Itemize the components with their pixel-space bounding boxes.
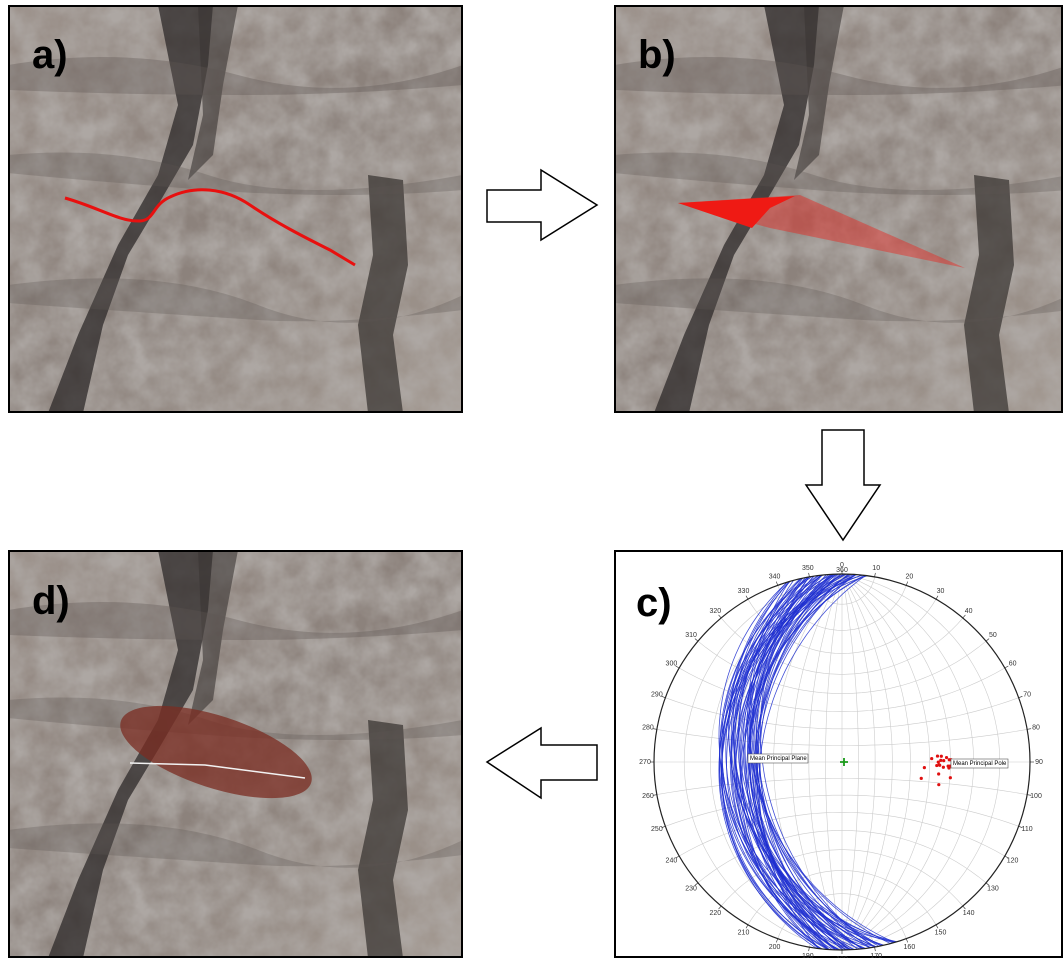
azimuth-label: 190 — [802, 953, 814, 958]
azimuth-label: 160 — [904, 944, 916, 951]
photo-b — [614, 5, 1063, 413]
azimuth-label: 70 — [1023, 691, 1031, 698]
pole-point — [930, 757, 933, 760]
pole-point — [935, 764, 938, 767]
pole-point — [945, 756, 948, 759]
panel-label: b) — [638, 33, 676, 77]
pole-point — [939, 759, 942, 762]
arrow-left — [487, 728, 597, 798]
azimuth-label: 210 — [738, 929, 750, 936]
page: a) b) d) 0102030405060708090100110120130… — [0, 0, 1063, 958]
pole-point — [938, 764, 941, 767]
azimuth-label: 290 — [651, 691, 663, 698]
azimuth-label: 130 — [987, 885, 999, 892]
azimuth-label: 90 — [1035, 759, 1043, 766]
azimuth-label: 60 — [1009, 660, 1017, 667]
azimuth-label: 150 — [935, 929, 947, 936]
azimuth-label: 250 — [651, 826, 663, 833]
azimuth-label: 140 — [963, 910, 975, 917]
azimuth-label: 20 — [905, 574, 913, 581]
azimuth-label: 260 — [642, 793, 654, 800]
azimuth-label: 310 — [685, 632, 697, 639]
azimuth-label: 350 — [802, 565, 814, 572]
azimuth-label: 40 — [965, 608, 973, 615]
azimuth-label: 330 — [738, 588, 750, 595]
azimuth-label: 240 — [666, 857, 678, 864]
azimuth-label: 30 — [937, 588, 945, 595]
azimuth-label: 10 — [872, 565, 880, 572]
pole-point — [940, 755, 943, 758]
azimuth-label: 80 — [1032, 725, 1040, 732]
pole-point — [948, 758, 951, 761]
mean-plane-label: Mean Principal Plane — [750, 756, 807, 762]
azimuth-label: 50 — [989, 632, 997, 639]
pole-point — [923, 766, 926, 769]
figure: a) b) d) 0102030405060708090100110120130… — [0, 0, 1063, 958]
pole-point — [937, 772, 940, 775]
azimuth-label: 100 — [1030, 793, 1042, 800]
north-label: 360 — [836, 567, 848, 574]
azimuth-label: 300 — [666, 660, 678, 667]
azimuth-label: 270 — [639, 759, 651, 766]
pole-point — [949, 776, 952, 779]
azimuth-label: 340 — [769, 574, 781, 581]
pole-point — [920, 777, 923, 780]
azimuth-label: 280 — [642, 725, 654, 732]
pole-point — [942, 766, 945, 769]
azimuth-label: 120 — [1007, 857, 1019, 864]
panel-frame — [615, 551, 1062, 957]
pole-point — [942, 759, 945, 762]
azimuth-label: 320 — [710, 608, 722, 615]
mean-pole-label: Mean Principal Pole — [953, 761, 1007, 767]
panel-label: a) — [32, 33, 68, 77]
arrow-right — [487, 170, 597, 240]
panel-label: c) — [636, 581, 672, 625]
pole-point — [936, 754, 939, 757]
photo-a — [8, 5, 463, 413]
azimuth-label: 170 — [870, 953, 882, 958]
azimuth-label: 230 — [685, 885, 697, 892]
azimuth-label: 200 — [769, 944, 781, 951]
panel-label: d) — [32, 579, 70, 623]
arrow-down — [806, 430, 880, 540]
azimuth-label: 110 — [1022, 826, 1033, 833]
azimuth-label: 220 — [710, 910, 722, 917]
pole-point — [937, 783, 940, 786]
